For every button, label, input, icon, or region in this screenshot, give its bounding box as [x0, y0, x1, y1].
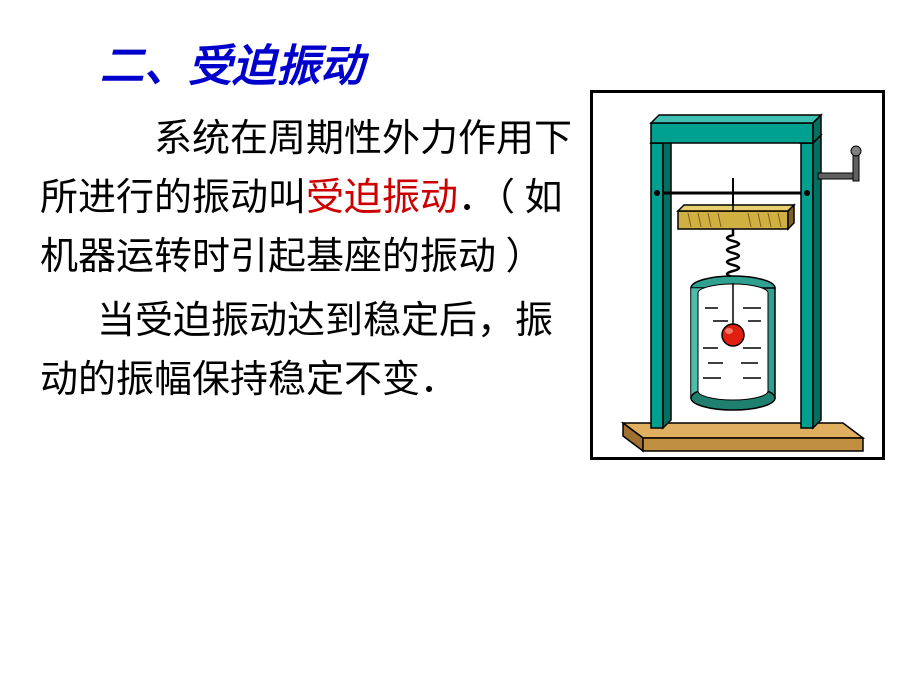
axle-end-right: [804, 190, 810, 196]
left-column: [651, 135, 671, 428]
paragraph-1: 系统在周期性外力作用下所进行的振动叫受迫振动．（ 如机器运转时引起基座的振动 ）: [40, 110, 580, 287]
support-bar: [678, 205, 794, 229]
apparatus-svg: [593, 93, 882, 457]
apparatus-diagram: [590, 90, 885, 460]
pendulum-bob: [722, 324, 744, 346]
highlight-term: 受迫振动: [306, 177, 458, 219]
spring: [727, 229, 739, 283]
top-crossbar: [651, 115, 821, 143]
axle-end-left: [654, 190, 660, 196]
crank-handle: [818, 146, 861, 181]
slide-title: 二、受迫振动: [100, 30, 880, 94]
text-content: 系统在周期性外力作用下所进行的振动叫受迫振动．（ 如机器运转时引起基座的振动 ）…: [40, 110, 580, 409]
paragraph-2: 当受迫振动达到稳定后，振动的振幅保持稳定不变．: [40, 292, 580, 410]
